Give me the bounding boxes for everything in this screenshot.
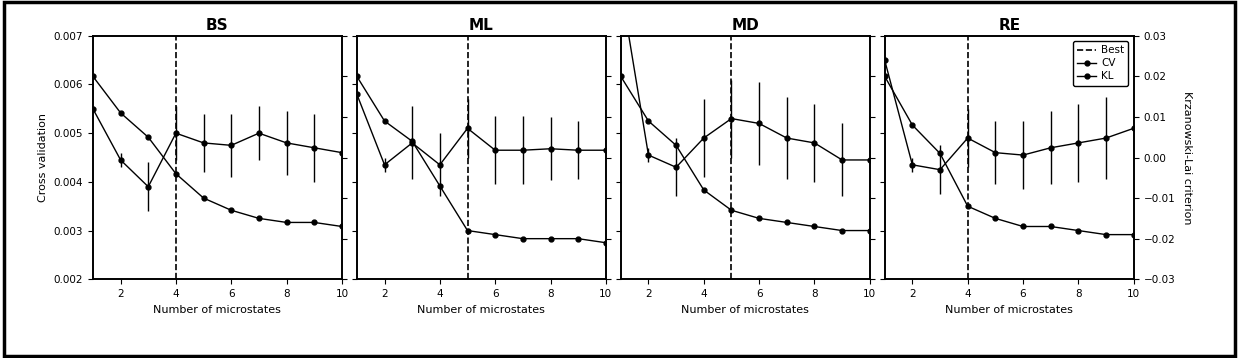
- X-axis label: Number of microstates: Number of microstates: [945, 305, 1073, 315]
- X-axis label: Number of microstates: Number of microstates: [681, 305, 809, 315]
- Title: MD: MD: [731, 18, 760, 33]
- Y-axis label: Krzanowski-Lai criterion: Krzanowski-Lai criterion: [1182, 91, 1192, 224]
- Title: ML: ML: [470, 18, 493, 33]
- X-axis label: Number of microstates: Number of microstates: [418, 305, 545, 315]
- Title: BS: BS: [206, 18, 229, 33]
- Title: RE: RE: [999, 18, 1020, 33]
- X-axis label: Number of microstates: Number of microstates: [154, 305, 281, 315]
- Y-axis label: Cross validation: Cross validation: [38, 113, 48, 202]
- Legend: Best, CV, KL: Best, CV, KL: [1073, 41, 1129, 86]
